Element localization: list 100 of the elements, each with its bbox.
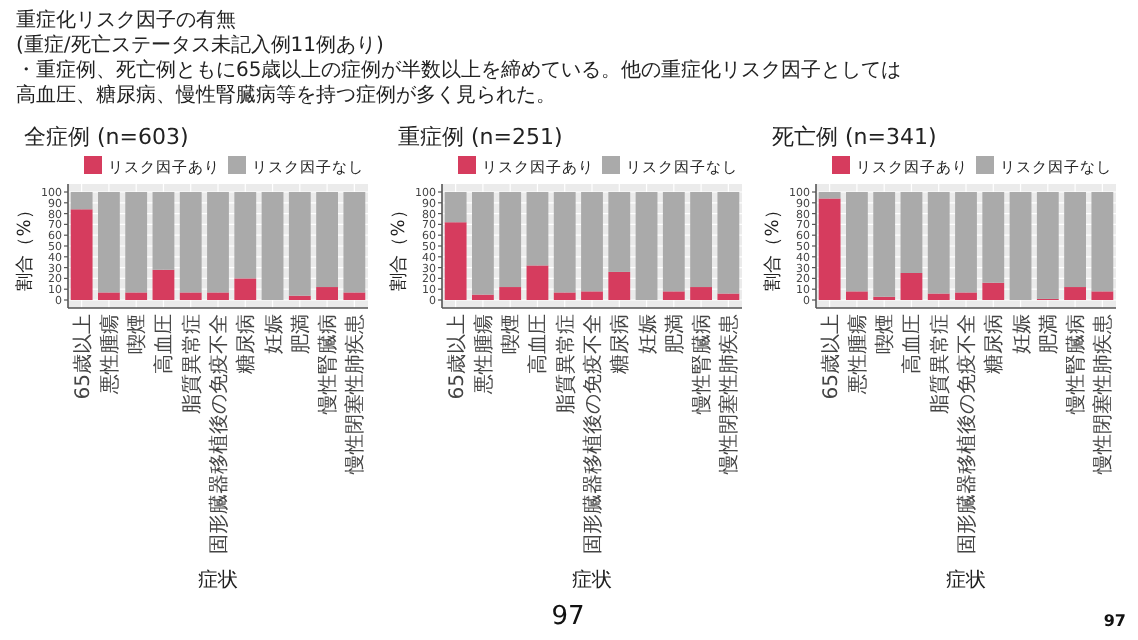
bar [98, 192, 120, 293]
bar [125, 292, 148, 300]
x-tick-label: 妊娠 [263, 314, 286, 354]
x-tick-label: 高血圧 [900, 314, 925, 374]
bar [690, 287, 712, 300]
x-tick-label: 悪性腫瘍 [471, 314, 496, 396]
bar [818, 192, 841, 199]
bar [1009, 192, 1032, 300]
bar [1064, 287, 1086, 300]
chart-title: 重症例 (n=251) [398, 124, 563, 150]
x-tick-label: 糖尿病 [234, 314, 259, 374]
x-tick-label: 慢性閉塞性肺疾患 [1091, 314, 1116, 476]
bar [472, 294, 494, 300]
bar [717, 192, 740, 294]
bar [526, 265, 549, 300]
bar [316, 192, 338, 288]
x-tick-label: 糖尿病 [982, 314, 1007, 374]
x-tick-label: 65歳以上 [70, 314, 95, 400]
x-tick-label: 慢性腎臓病 [1064, 314, 1089, 416]
bar [635, 192, 658, 300]
x-tick-label: 固形臓器移植後の免疫不全 [955, 314, 979, 554]
x-tick-label: 65歳以上 [818, 314, 843, 400]
bar [70, 209, 93, 300]
bar [261, 192, 284, 300]
bar [526, 192, 549, 266]
bar [152, 269, 175, 300]
x-tick-label: 喫煙 [499, 314, 524, 354]
bar [444, 222, 467, 300]
y-axis-title: 割合（%） [388, 201, 410, 291]
bar [982, 282, 1005, 300]
bar [179, 192, 202, 293]
bar [982, 192, 1005, 283]
bar [499, 287, 522, 300]
y-axis-title: 割合（%） [762, 201, 784, 291]
bar [846, 291, 868, 300]
x-tick-label: 高血圧 [526, 314, 551, 374]
text: ・重症例、死亡例ともに65歳以上の症例が半数以上を締めている。他の重症化リスク因子としては [16, 58, 902, 82]
bar [662, 192, 685, 292]
bar [98, 292, 120, 300]
bar [499, 192, 522, 288]
bar [955, 192, 977, 293]
x-tick-label: 固形臓器移植後の免疫不全 [581, 314, 605, 554]
x-tick-label: 妊娠 [637, 314, 660, 354]
text: 97 [1103, 612, 1126, 630]
x-tick-label: 慢性腎臓病 [690, 314, 715, 416]
bar [690, 192, 712, 288]
bar [818, 198, 841, 300]
x-tick-label: 悪性腫瘍 [97, 314, 122, 396]
x-tick-label: 肥満 [288, 314, 313, 354]
bar [717, 293, 740, 300]
bar [444, 192, 467, 223]
x-tick-label: 脂質異常症 [927, 314, 952, 414]
bar [1036, 192, 1059, 299]
chart-title: 全症例 (n=603) [24, 124, 189, 150]
bar [316, 287, 338, 300]
bar [955, 292, 977, 300]
text: 高血圧、糖尿病、慢性腎臓病等を持つ症例が多く見られた。 [16, 83, 556, 107]
bar [662, 291, 685, 300]
x-tick-label: 肥満 [1036, 314, 1061, 354]
y-axis-title: 割合（%） [14, 201, 36, 291]
bar [207, 292, 229, 300]
bar [900, 273, 923, 300]
x-tick-label: 高血圧 [152, 314, 177, 374]
bar [581, 192, 603, 292]
bar [207, 192, 229, 293]
bar [234, 192, 257, 279]
bar [1091, 192, 1114, 292]
text: (重症/死亡ステータス未記入例11例あり) [16, 33, 384, 57]
bar [1091, 291, 1114, 300]
bar [343, 192, 366, 293]
x-tick-label: 65歳以上 [444, 314, 469, 400]
bar [472, 192, 494, 295]
bar [846, 192, 868, 292]
bar [343, 292, 366, 300]
x-tick-label: 慢性腎臓病 [316, 314, 341, 416]
bar [927, 293, 950, 300]
bar [581, 291, 603, 300]
x-tick-label: 悪性腫瘍 [845, 314, 870, 396]
x-tick-label: 固形臓器移植後の免疫不全 [207, 314, 231, 554]
x-axis-title: 症状 [946, 568, 986, 592]
x-tick-label: 肥満 [662, 314, 687, 354]
bar [927, 192, 950, 294]
bar [234, 278, 257, 300]
bar [608, 192, 631, 272]
bar [1064, 192, 1086, 288]
bar [553, 192, 576, 293]
bar [70, 192, 93, 210]
bar [125, 192, 148, 293]
bar [288, 192, 311, 296]
bar [900, 192, 923, 273]
x-tick-label: 糖尿病 [608, 314, 633, 374]
x-tick-label: 慢性閉塞性肺疾患 [343, 314, 368, 476]
x-tick-label: 喫煙 [873, 314, 898, 354]
bar [608, 271, 631, 300]
x-tick-label: 脂質異常症 [553, 314, 578, 414]
x-tick-label: 脂質異常症 [179, 314, 204, 414]
x-tick-label: 喫煙 [125, 314, 150, 354]
bar [873, 192, 896, 297]
bar [152, 192, 175, 270]
text: 97 [551, 602, 585, 632]
